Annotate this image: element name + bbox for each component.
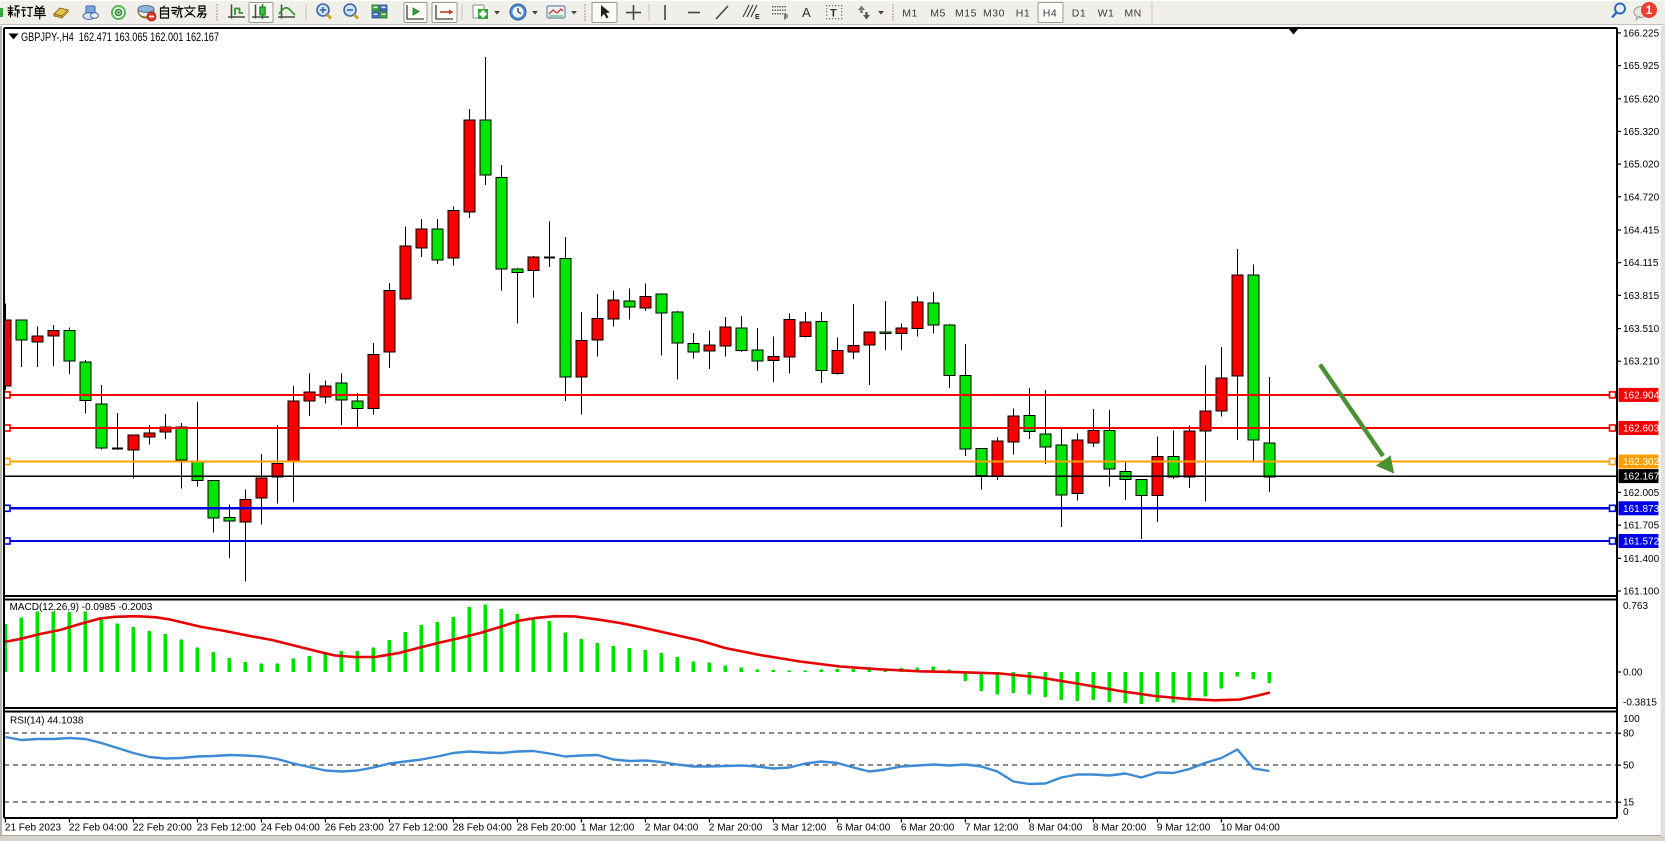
svg-text:28 Feb 04:00: 28 Feb 04:00: [453, 823, 512, 834]
svg-text:165.320: 165.320: [1623, 127, 1660, 138]
svg-text:M1: M1: [902, 8, 918, 20]
svg-text:M5: M5: [930, 8, 946, 20]
svg-text:1 Mar 12:00: 1 Mar 12:00: [581, 823, 635, 834]
svg-text:22 Feb 04:00: 22 Feb 04:00: [69, 823, 128, 834]
svg-text:M30: M30: [983, 8, 1005, 20]
svg-text:162.904: 162.904: [1623, 390, 1660, 401]
svg-text:2 Mar 04:00: 2 Mar 04:00: [645, 823, 699, 834]
svg-text:7 Mar 12:00: 7 Mar 12:00: [965, 823, 1019, 834]
svg-text:A: A: [802, 5, 811, 20]
svg-text:GBPJPY-,H4 162.471 163.065 16: GBPJPY-,H4 162.471 163.065 162.001 162.1…: [21, 30, 219, 44]
svg-text:15: 15: [1623, 798, 1635, 809]
svg-text:161.100: 161.100: [1623, 587, 1660, 598]
svg-text:6 Mar 20:00: 6 Mar 20:00: [901, 823, 955, 834]
svg-text:D1: D1: [1072, 8, 1086, 20]
svg-text:8 Mar 20:00: 8 Mar 20:00: [1093, 823, 1147, 834]
svg-text:164.115: 164.115: [1623, 258, 1659, 269]
svg-text:2 Mar 20:00: 2 Mar 20:00: [709, 823, 763, 834]
svg-text:161.873: 161.873: [1623, 504, 1660, 515]
svg-text:161.705: 161.705: [1623, 521, 1660, 532]
svg-text:24 Feb 04:00: 24 Feb 04:00: [261, 823, 320, 834]
svg-text:163.510: 163.510: [1623, 324, 1660, 335]
svg-text:27 Feb 12:00: 27 Feb 12:00: [389, 823, 448, 834]
svg-text:9 Mar 12:00: 9 Mar 12:00: [1157, 823, 1211, 834]
svg-text:1: 1: [1646, 5, 1653, 17]
svg-text:165.020: 165.020: [1623, 160, 1660, 171]
svg-text:166.225: 166.225: [1623, 28, 1660, 39]
svg-text:23 Feb 12:00: 23 Feb 12:00: [197, 823, 256, 834]
svg-text:H4: H4: [1043, 8, 1057, 20]
svg-text:22 Feb 20:00: 22 Feb 20:00: [133, 823, 192, 834]
svg-text:0: 0: [1623, 807, 1629, 818]
svg-text:21 Feb 2023: 21 Feb 2023: [5, 823, 62, 834]
svg-text:162.167: 162.167: [1623, 472, 1660, 483]
svg-text:10 Mar 04:00: 10 Mar 04:00: [1221, 823, 1280, 834]
svg-text:0.763: 0.763: [1623, 601, 1648, 612]
svg-text:H1: H1: [1016, 8, 1030, 20]
svg-text:RSI(14) 44.1038: RSI(14) 44.1038: [10, 716, 84, 727]
svg-text:28 Feb 20:00: 28 Feb 20:00: [517, 823, 576, 834]
svg-text:8 Mar 04:00: 8 Mar 04:00: [1029, 823, 1083, 834]
svg-text:163.815: 163.815: [1623, 291, 1660, 302]
svg-text:-0.3815: -0.3815: [1623, 698, 1657, 709]
svg-text:6 Mar 04:00: 6 Mar 04:00: [837, 823, 891, 834]
svg-text:50: 50: [1623, 761, 1635, 772]
svg-text:164.415: 164.415: [1623, 226, 1660, 237]
svg-text:161.572: 161.572: [1623, 537, 1660, 548]
svg-text:3 Mar 12:00: 3 Mar 12:00: [773, 823, 827, 834]
svg-text:100: 100: [1623, 714, 1640, 725]
svg-text:W1: W1: [1098, 8, 1115, 20]
svg-text:164.720: 164.720: [1623, 192, 1660, 203]
svg-text:162.005: 162.005: [1623, 488, 1660, 499]
svg-text:162.302: 162.302: [1623, 457, 1660, 468]
svg-text:MN: MN: [1124, 8, 1141, 20]
svg-text:80: 80: [1623, 729, 1635, 740]
svg-text:E: E: [755, 14, 760, 21]
svg-text:F: F: [784, 15, 789, 22]
svg-text:26 Feb 23:00: 26 Feb 23:00: [325, 823, 384, 834]
svg-text:M15: M15: [955, 8, 977, 20]
svg-text:161.400: 161.400: [1623, 554, 1660, 565]
svg-text:MACD(12,26,9) -0.0985 -0.2003: MACD(12,26,9) -0.0985 -0.2003: [10, 602, 153, 613]
svg-text:T: T: [830, 8, 837, 20]
svg-text:162.603: 162.603: [1623, 424, 1660, 435]
svg-text:165.620: 165.620: [1623, 94, 1660, 105]
svg-text:163.210: 163.210: [1623, 357, 1660, 368]
svg-text:0.00: 0.00: [1623, 668, 1643, 679]
svg-text:165.925: 165.925: [1623, 61, 1660, 72]
